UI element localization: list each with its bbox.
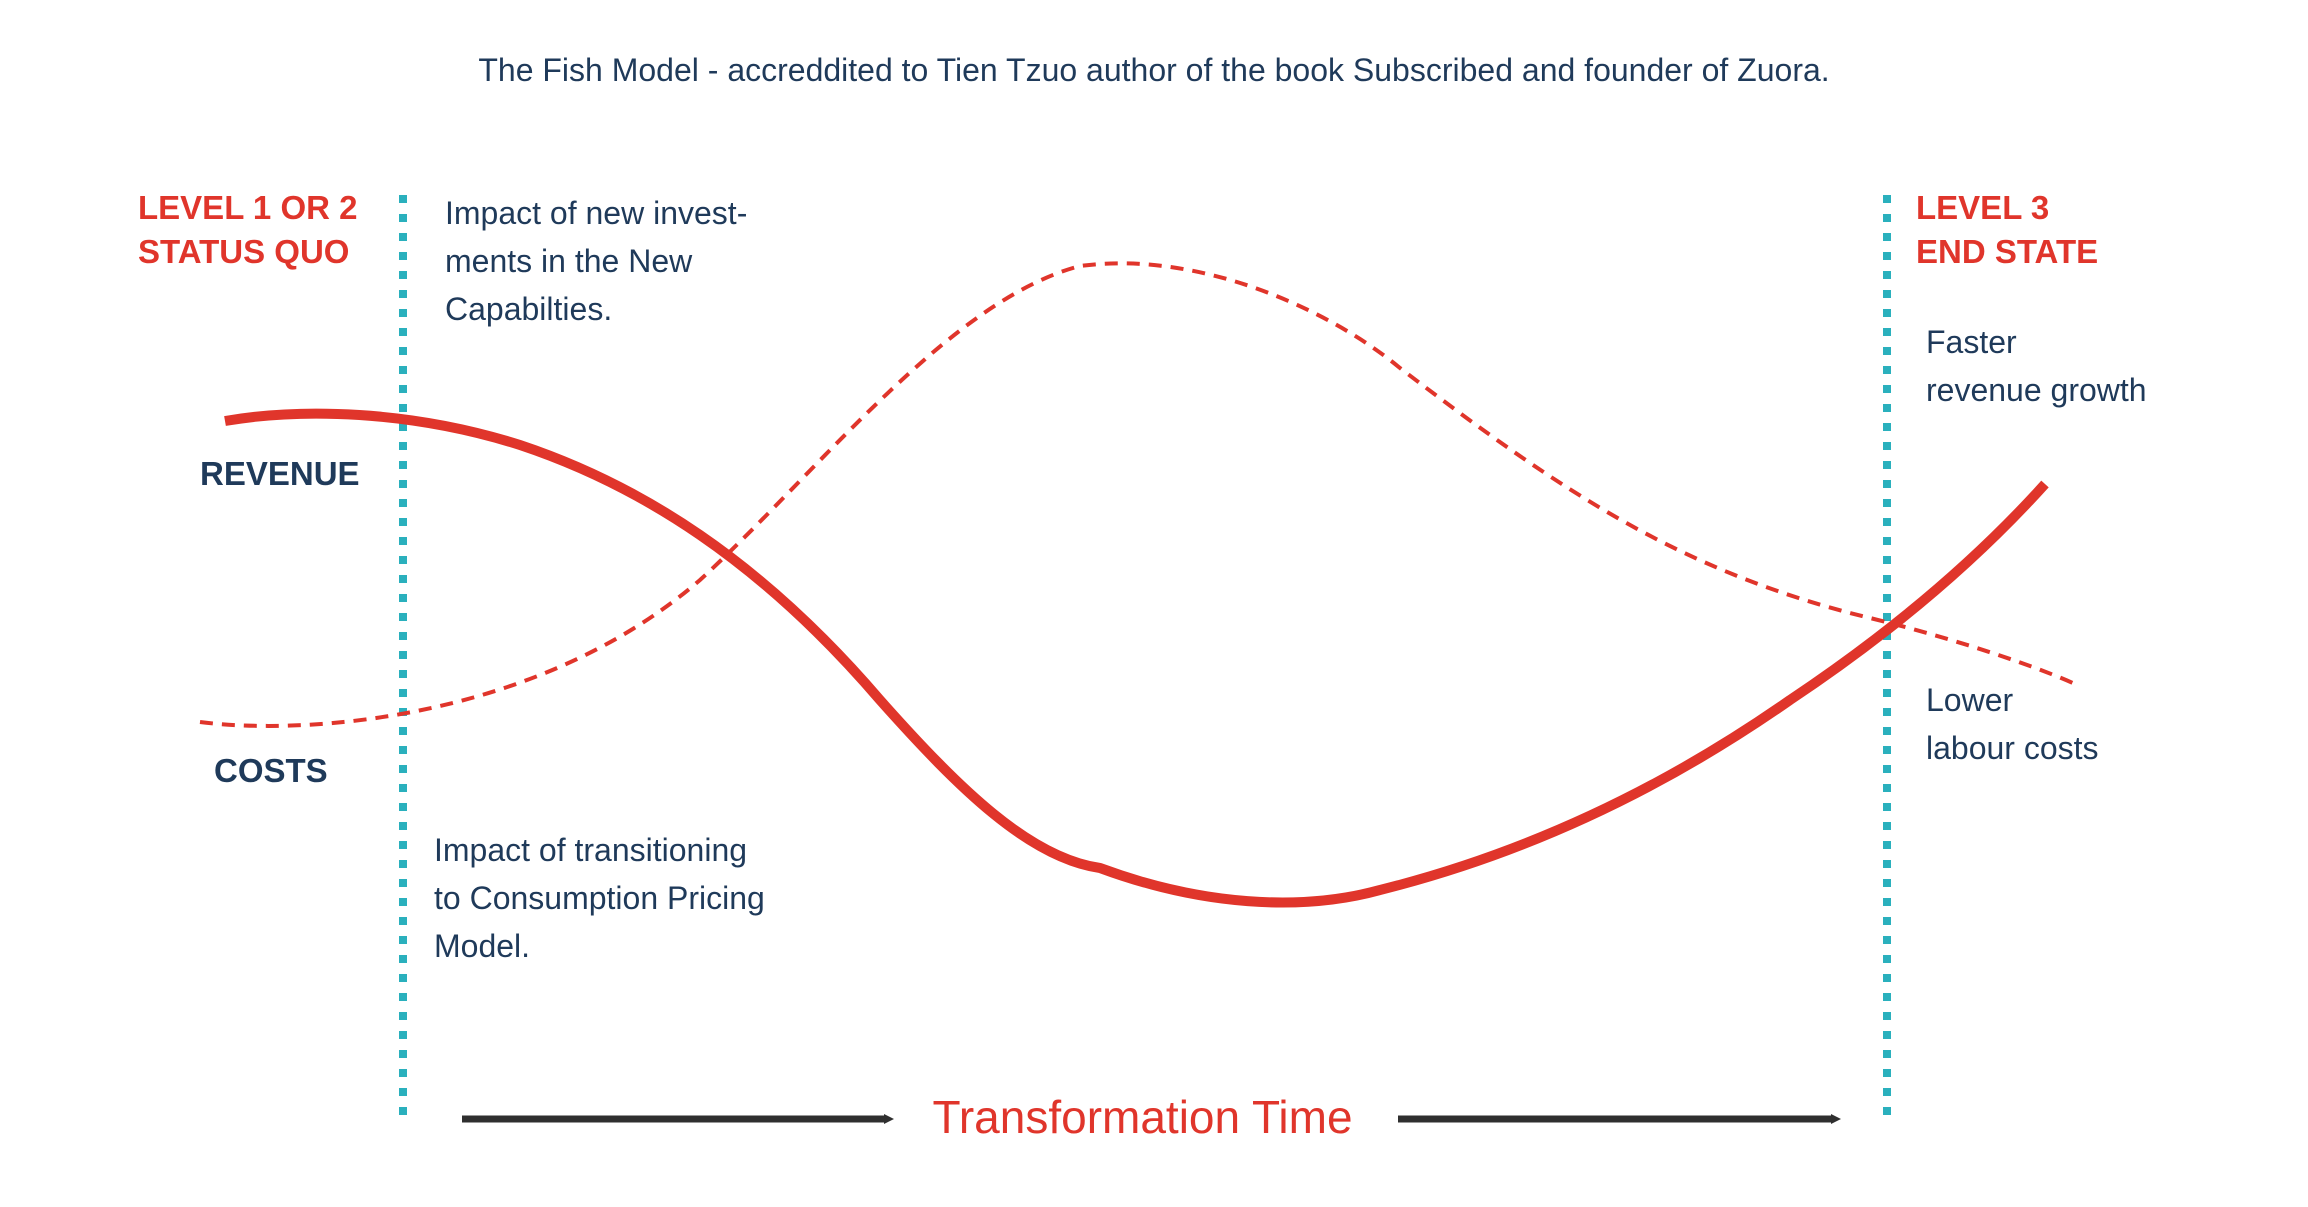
transitioning-note-line3: Model.	[434, 928, 531, 964]
diagram-caption: The Fish Model - accreddited to Tien Tzu…	[478, 52, 1830, 88]
investments-note-line1: Impact of new invest-	[445, 195, 748, 231]
level-left-line1: LEVEL 1 OR 2	[138, 189, 358, 226]
level-left-line2: STATUS QUO	[138, 233, 350, 270]
level-right-line2: END STATE	[1916, 233, 2099, 270]
investments-note-line3: Capabilties.	[445, 291, 613, 327]
revenue-curve	[224, 408, 2049, 908]
faster-note-line2: revenue growth	[1926, 372, 2147, 408]
investments-note-line2: ments in the New	[445, 243, 693, 279]
level-right-line1: LEVEL 3	[1916, 189, 2050, 226]
lower-costs-note: Lower labour costs	[1926, 676, 2099, 772]
faster-revenue-note: Faster revenue growth	[1926, 318, 2147, 414]
transitioning-note-line1: Impact of transitioning	[434, 832, 748, 868]
transitioning-note: Impact of transitioning to Consumption P…	[434, 826, 765, 970]
costs-curve	[199, 261, 2076, 728]
revenue-label: REVENUE	[200, 455, 360, 492]
faster-note-line1: Faster	[1926, 324, 2017, 360]
level-end-state-label: LEVEL 3 END STATE	[1916, 186, 2098, 274]
investments-note: Impact of new invest- ments in the New C…	[445, 189, 747, 333]
lower-note-line2: labour costs	[1926, 730, 2099, 766]
transformation-time-label: Transformation Time	[932, 1091, 1353, 1143]
lower-note-line1: Lower	[1926, 682, 2014, 718]
level-status-quo-label: LEVEL 1 OR 2 STATUS QUO	[138, 186, 357, 274]
transitioning-note-line2: to Consumption Pricing	[434, 880, 765, 916]
costs-label: COSTS	[214, 752, 328, 789]
